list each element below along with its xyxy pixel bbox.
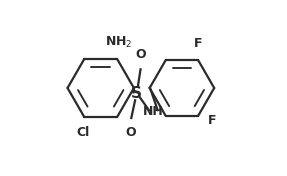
Text: F: F xyxy=(194,37,203,50)
Text: O: O xyxy=(135,48,146,61)
Text: O: O xyxy=(125,126,136,139)
Text: S: S xyxy=(131,86,142,101)
Text: NH$_2$: NH$_2$ xyxy=(105,34,133,50)
Text: F: F xyxy=(208,114,216,127)
Text: Cl: Cl xyxy=(77,126,90,139)
Text: NH: NH xyxy=(142,105,163,118)
